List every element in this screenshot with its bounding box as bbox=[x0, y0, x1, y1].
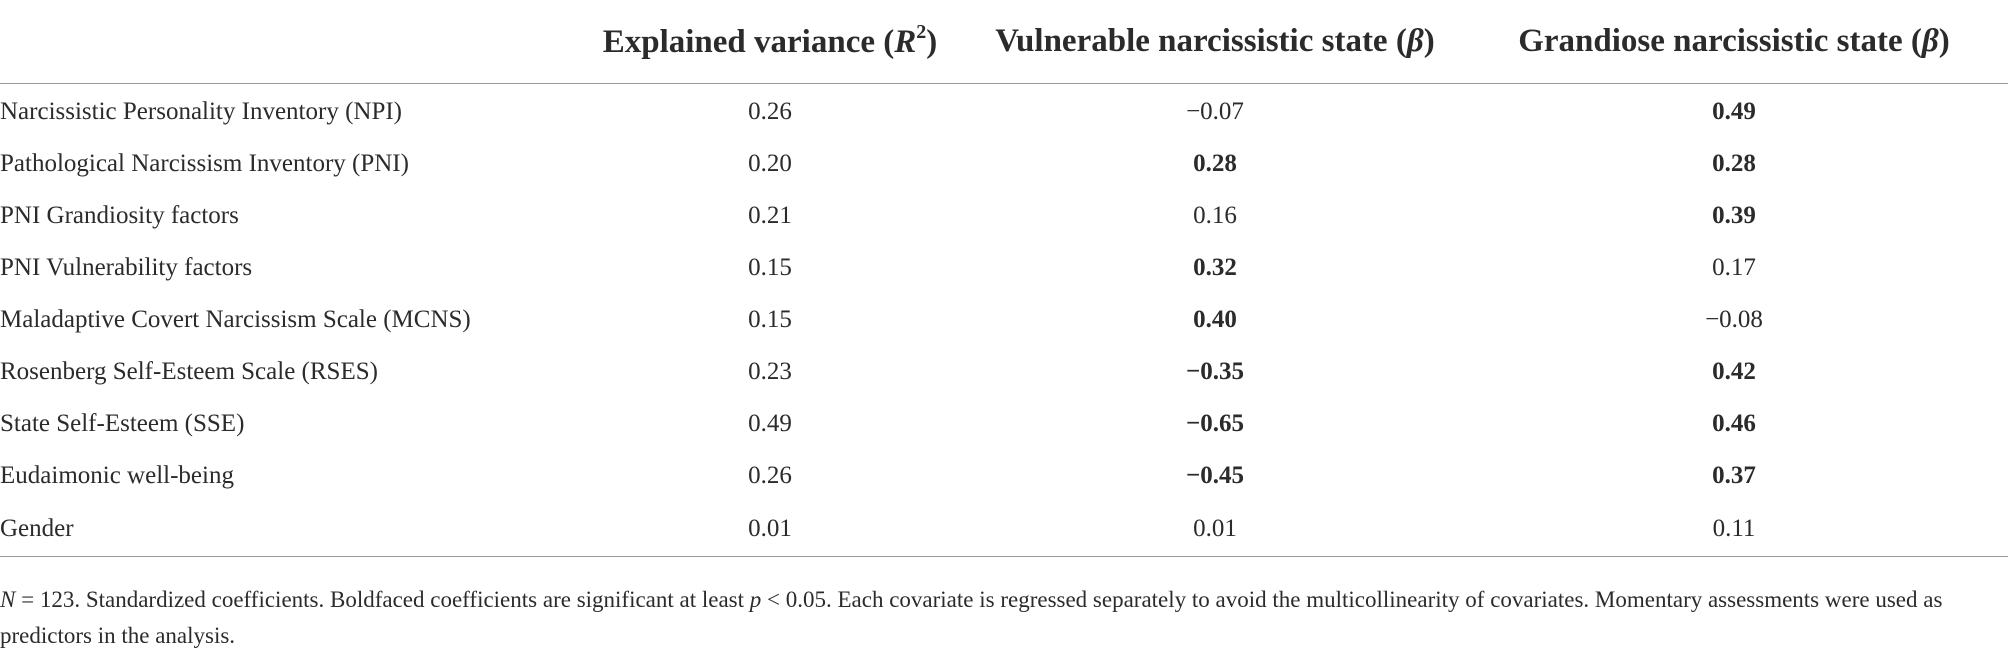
header-vulnerable-beta: β bbox=[1406, 23, 1424, 59]
table-row: State Self-Esteem (SSE) 0.49 −0.65 0.46 bbox=[0, 398, 2008, 450]
row-label: Eudaimonic well-being bbox=[0, 462, 234, 489]
table-row: PNI Vulnerability factors 0.15 0.32 0.17 bbox=[0, 242, 2008, 294]
header-grandiose-state: Grandiose narcissistic state (β) bbox=[1460, 0, 2008, 84]
table-row: Maladaptive Covert Narcissism Scale (MCN… bbox=[0, 294, 2008, 346]
cell-grandiose: 0.17 bbox=[1712, 254, 1756, 281]
cell-grandiose: 0.46 bbox=[1712, 410, 1756, 437]
row-label: PNI Vulnerability factors bbox=[0, 254, 253, 281]
cell-grandiose: 0.49 bbox=[1712, 98, 1756, 125]
cell-grandiose: 0.42 bbox=[1712, 358, 1756, 385]
table-body: Narcissistic Personality Inventory (NPI)… bbox=[0, 84, 2008, 557]
cell-vulnerable: 0.28 bbox=[1193, 150, 1237, 177]
regression-results-table: Explained variance (R2) Vulnerable narci… bbox=[0, 0, 2008, 557]
table-row: Rosenberg Self-Esteem Scale (RSES) 0.23 … bbox=[0, 346, 2008, 398]
header-vulnerable-close: ) bbox=[1423, 23, 1435, 59]
table-row: Gender 0.01 0.01 0.11 bbox=[0, 502, 2008, 557]
cell-grandiose: 0.11 bbox=[1460, 502, 2008, 557]
results-table-container: Explained variance (R2) Vulnerable narci… bbox=[0, 0, 2008, 557]
header-grandiose-beta: β bbox=[1921, 23, 1939, 59]
cell-vulnerable: 0.32 bbox=[1193, 254, 1237, 281]
row-label: Gender bbox=[0, 502, 570, 557]
cell-grandiose: 0.39 bbox=[1712, 202, 1756, 229]
cell-r2: 0.15 bbox=[748, 254, 792, 281]
cell-vulnerable: 0.01 bbox=[970, 502, 1460, 557]
cell-r2: 0.49 bbox=[748, 410, 792, 437]
cell-r2: 0.26 bbox=[748, 98, 792, 125]
cell-r2: 0.23 bbox=[748, 358, 792, 385]
row-label: PNI Grandiosity factors bbox=[0, 202, 239, 229]
cell-r2: 0.26 bbox=[748, 462, 792, 489]
row-label: Maladaptive Covert Narcissism Scale (MCN… bbox=[0, 306, 471, 333]
cell-vulnerable: −0.35 bbox=[1186, 358, 1244, 385]
row-label: Rosenberg Self-Esteem Scale (RSES) bbox=[0, 358, 378, 385]
cell-vulnerable: −0.45 bbox=[1186, 462, 1244, 489]
table-row: PNI Grandiosity factors 0.21 0.16 0.39 bbox=[0, 190, 2008, 242]
cell-vulnerable: 0.16 bbox=[1193, 202, 1237, 229]
header-explained-variance-close: ) bbox=[926, 23, 938, 60]
cell-r2: 0.01 bbox=[570, 502, 970, 557]
header-row: Explained variance (R2) Vulnerable narci… bbox=[0, 0, 2008, 84]
row-label: State Self-Esteem (SSE) bbox=[0, 410, 245, 437]
header-r-symbol: R bbox=[894, 23, 917, 60]
header-r-superscript: 2 bbox=[916, 20, 927, 43]
cell-vulnerable: 0.40 bbox=[1193, 306, 1237, 333]
header-grandiose-close: ) bbox=[1938, 23, 1950, 59]
header-covariate bbox=[0, 0, 570, 84]
table-row: Eudaimonic well-being 0.26 −0.45 0.37 bbox=[0, 450, 2008, 502]
cell-grandiose: −0.08 bbox=[1705, 306, 1763, 333]
footnote-p-symbol: p bbox=[749, 587, 762, 612]
header-vulnerable-state: Vulnerable narcissistic state (β) bbox=[970, 0, 1460, 84]
table-header: Explained variance (R2) Vulnerable narci… bbox=[0, 0, 2008, 84]
header-explained-variance: Explained variance (R2) bbox=[570, 0, 970, 84]
footnote-p-text: < 0.05. Each covariate is regressed sepa… bbox=[0, 587, 1943, 648]
header-vulnerable-text: Vulnerable narcissistic state ( bbox=[995, 23, 1407, 59]
cell-r2: 0.21 bbox=[748, 202, 792, 229]
footnote-n-symbol: N bbox=[0, 587, 16, 612]
cell-grandiose: 0.28 bbox=[1712, 150, 1756, 177]
header-explained-variance-text: Explained variance ( bbox=[602, 23, 895, 60]
table-row: Pathological Narcissism Inventory (PNI) … bbox=[0, 138, 2008, 190]
cell-vulnerable: −0.07 bbox=[1186, 98, 1244, 125]
footnote-n-text: = 123. Standardized coefficients. Boldfa… bbox=[15, 587, 750, 612]
row-label: Narcissistic Personality Inventory (NPI) bbox=[0, 98, 403, 125]
cell-r2: 0.20 bbox=[748, 150, 792, 177]
table-row: Narcissistic Personality Inventory (NPI)… bbox=[0, 84, 2008, 139]
cell-grandiose: 0.37 bbox=[1712, 462, 1756, 489]
cell-r2: 0.15 bbox=[748, 306, 792, 333]
cell-vulnerable: −0.65 bbox=[1186, 410, 1244, 437]
header-grandiose-text: Grandiose narcissistic state ( bbox=[1518, 23, 1922, 59]
row-label: Pathological Narcissism Inventory (PNI) bbox=[0, 150, 409, 177]
table-footnote: N = 123. Standardized coefficients. Bold… bbox=[0, 582, 1990, 654]
